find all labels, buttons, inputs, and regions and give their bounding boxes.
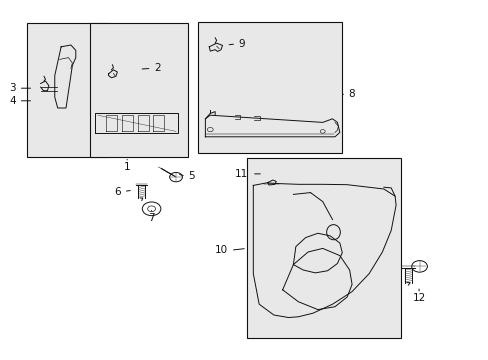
Bar bbox=[246, 158, 400, 338]
Text: 6: 6 bbox=[114, 186, 121, 197]
Text: 12: 12 bbox=[411, 293, 425, 303]
Text: 1: 1 bbox=[123, 162, 130, 172]
Text: 7: 7 bbox=[148, 213, 155, 223]
Text: 4: 4 bbox=[9, 96, 16, 106]
Text: 5: 5 bbox=[188, 171, 195, 181]
Text: 11: 11 bbox=[235, 169, 248, 179]
Bar bbox=[198, 22, 342, 153]
Text: 2: 2 bbox=[154, 63, 161, 73]
Bar bbox=[90, 23, 188, 157]
Text: 10: 10 bbox=[214, 245, 227, 255]
Text: 3: 3 bbox=[9, 83, 16, 93]
Bar bbox=[27, 23, 107, 157]
Text: 9: 9 bbox=[238, 39, 245, 49]
Text: 8: 8 bbox=[347, 89, 354, 99]
